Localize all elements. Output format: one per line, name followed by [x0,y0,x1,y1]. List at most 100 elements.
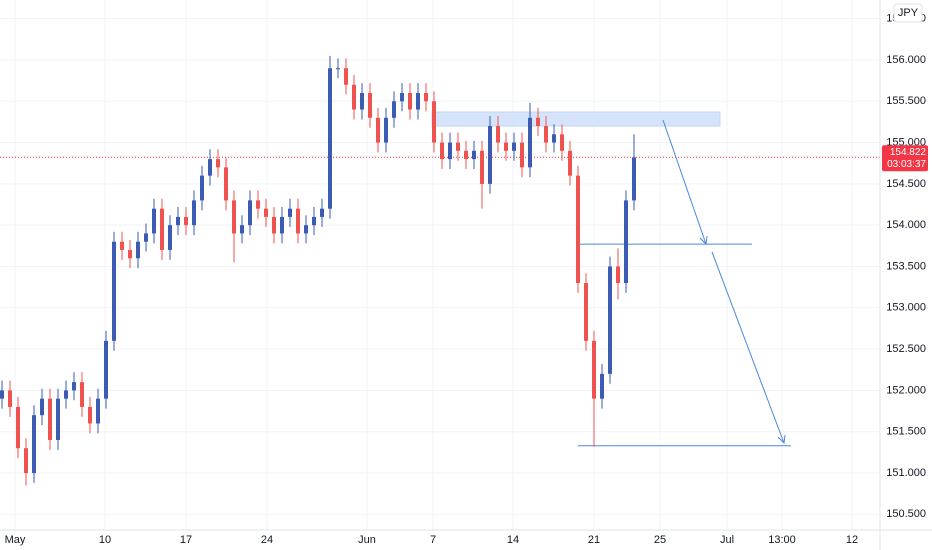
candle-body [368,93,372,118]
candle-body [480,150,484,184]
candle-body [328,68,332,209]
x-tick-label: 25 [654,534,666,546]
candle-body [352,84,356,110]
candle-body [512,142,516,151]
candle-body [72,382,76,391]
candle-body [536,117,540,127]
candle-body [88,406,92,424]
candle-body [312,216,316,226]
y-tick-label: 151.500 [886,426,926,438]
x-tick-label: 10 [99,534,111,546]
x-tick-label: 24 [261,534,273,546]
supply-zone [431,111,721,127]
candle-body [272,216,276,234]
candle-body [8,390,12,407]
candle-body [560,134,564,151]
candle-body [304,225,308,234]
candle-body [456,142,460,151]
candle-body [168,225,172,250]
x-tick-label: 7 [430,534,436,546]
arrow [662,119,707,245]
x-tick-label: Jun [358,534,376,546]
y-tick-label: 154.500 [886,178,926,190]
candle-body [584,283,588,341]
last-price-tag [882,145,928,172]
candle-body [112,241,116,341]
candle-body [128,249,132,259]
candle-body [224,167,228,201]
x-tick-label: 17 [180,534,192,546]
candle-body [392,101,396,118]
candle-body [424,93,428,102]
y-tick-label: 153.000 [886,302,926,314]
x-tick-label: 13:00 [768,534,796,546]
arrow-head [699,235,708,246]
candle-body [136,241,140,259]
x-tick-label: May [5,534,26,546]
candle-body [552,134,556,143]
y-tick-label: 152.000 [886,384,926,396]
candle-body [576,175,580,284]
candle-body [40,398,44,416]
candle-body [80,382,84,407]
arrow-head [777,434,786,445]
candle-body [56,398,60,440]
candle-body [256,200,260,209]
candle-body [176,216,180,226]
candle-body [624,200,628,284]
candle-body [544,126,548,143]
candle-body [520,142,524,168]
candle-body [232,200,236,234]
currency: JPY [898,7,919,19]
y-tick-label: 155.500 [886,95,926,107]
candle-body [248,200,252,226]
candle-body [152,208,156,234]
candle-body [616,266,620,284]
currency-box [893,3,923,23]
candle-body [24,448,28,474]
x-tick-label: 14 [507,534,519,546]
y-tick-label: 152.500 [886,343,926,355]
candle-body [608,266,612,374]
candle-body [16,406,20,449]
candle-body [344,68,348,85]
candle-body [288,208,292,217]
candle-body [568,150,572,176]
candle-body [448,142,452,160]
y-tick-label: 156.000 [886,54,926,66]
candle-body [472,150,476,160]
candle-body [280,216,284,234]
candle-body [160,208,164,250]
candle-body [376,117,380,143]
candle-body [360,93,364,110]
candle-body [496,126,500,143]
x-tick-label: Jul [720,534,734,546]
candle-body [320,208,324,217]
candle-body [400,93,404,102]
y-tick-label: 153.500 [886,260,926,272]
x-tick-label: 21 [588,534,600,546]
candle-body [592,340,596,399]
candle-body [216,159,220,168]
candle-body [528,117,532,168]
y-tick-label: 154.000 [886,219,926,231]
candle-body [296,208,300,234]
candle-body [632,157,636,201]
candle-body [64,390,68,399]
candle-body [184,216,188,226]
candle-body [200,175,204,201]
arrow [711,251,785,444]
candle-body [208,159,212,176]
candle-body [192,200,196,226]
candle-body [104,340,108,399]
candle-body [336,68,340,70]
candle-body [464,150,468,160]
candle-body [432,101,436,143]
candle-body [32,415,36,474]
candle-body [488,126,492,184]
candle-body [504,142,508,151]
candle-body [120,241,124,250]
candle-body [0,390,4,399]
